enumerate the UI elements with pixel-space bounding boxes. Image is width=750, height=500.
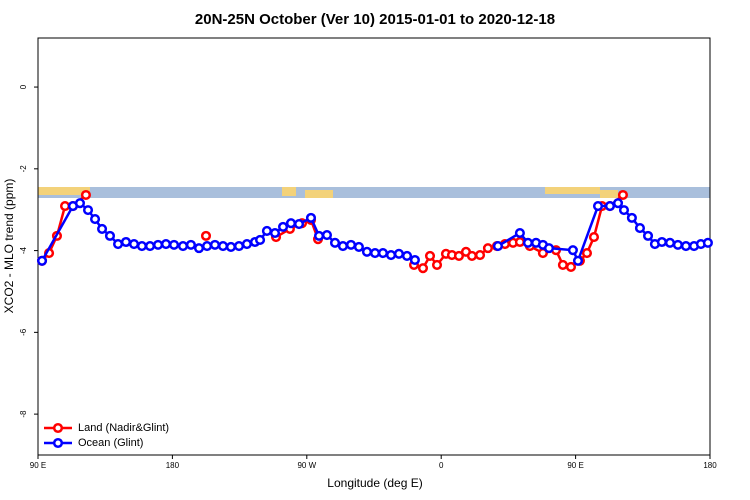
point [353,241,364,252]
point [369,247,381,259]
point [80,189,91,201]
y-tick-label: 0 [19,84,28,89]
point [74,198,86,209]
point [160,238,172,250]
point [136,241,147,252]
point [588,232,600,243]
point [278,221,289,232]
legend-label: Land (Nadir&Glint) [78,422,169,434]
legend-label: Ocean (Glint) [78,437,143,449]
map-strip [38,187,710,198]
point [345,239,357,250]
point [185,239,196,250]
point [680,241,692,252]
point [393,248,404,259]
point [514,227,525,239]
y-axis-label: XCO2 - MLO trend (ppm) [2,179,16,314]
x-tick-label: 0 [439,461,444,470]
point [453,250,465,261]
y-tick-label: -4 [19,246,28,254]
point [424,250,436,261]
point [656,236,667,248]
point [217,241,229,252]
series-line [497,201,709,265]
point [261,225,272,237]
point [618,205,630,216]
point [482,243,493,254]
point [104,230,116,241]
point [664,237,676,248]
point [313,230,325,241]
x-axis-label: Longitude (deg E) [327,476,422,490]
point [233,241,245,252]
point [626,212,637,223]
point [361,246,373,257]
legend-marker [52,437,64,449]
point [377,247,389,259]
x-tick-label: 90 W [297,461,316,470]
point [193,243,205,254]
point [201,241,213,252]
y-tick-label: -2 [19,165,28,173]
point [225,241,236,252]
point [59,200,71,212]
point [592,200,604,212]
point [144,241,156,252]
x-tick-label: 180 [166,461,180,470]
point [120,236,132,248]
point [642,230,654,241]
point [543,243,555,254]
point [572,255,584,266]
point [36,255,48,266]
x-tick-label: 90 E [30,461,46,470]
point [112,238,124,250]
point [401,250,413,261]
point [417,263,429,274]
point [321,230,333,241]
point [128,238,140,250]
point [285,218,297,229]
point [604,200,615,212]
point [329,237,341,248]
point [672,239,683,250]
point [269,227,281,239]
point [612,198,624,209]
point [153,239,164,250]
point [514,236,525,248]
point [241,238,252,250]
series-line [40,201,416,262]
y-tick-label: -8 [19,410,28,418]
point [581,247,592,259]
point [565,261,577,272]
point [305,212,317,223]
point [385,250,397,261]
point [466,250,478,261]
point [522,237,534,248]
chart-title: 20N-25N October (Ver 10) 2015-01-01 to 2… [195,11,555,28]
point [409,254,420,266]
point [177,241,189,252]
point [168,239,180,250]
point [634,223,646,234]
point [474,250,486,261]
point [89,214,101,225]
point [492,241,503,252]
point [567,245,578,256]
point [97,223,108,234]
point [337,241,348,252]
point [617,189,628,201]
point [82,205,94,216]
point [255,234,266,246]
x-tick-label: 90 E [567,461,583,470]
legend-marker [52,422,64,434]
point [200,230,212,241]
x-tick-label: 180 [703,461,717,470]
point [702,237,713,248]
y-tick-label: -6 [19,328,28,336]
point [209,239,221,250]
point [431,259,443,270]
point [293,218,305,230]
point [557,259,568,270]
